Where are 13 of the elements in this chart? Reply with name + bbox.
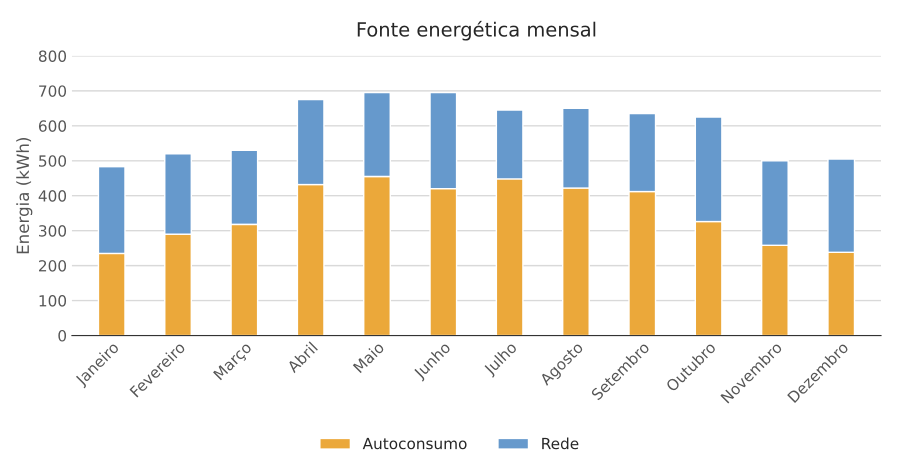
y-tick-label: 200 xyxy=(39,260,66,272)
y-tick-label: 500 xyxy=(39,155,66,167)
y-tick-label: 700 xyxy=(39,85,66,97)
y-tick-label: 400 xyxy=(38,190,66,202)
legend-label: Rede xyxy=(542,437,578,450)
y-tick-label: 100 xyxy=(40,295,66,307)
chart-title: Fonte energética mensal xyxy=(358,20,596,41)
y-tick-label: 300 xyxy=(39,225,66,237)
y-tick-label: 600 xyxy=(38,120,66,132)
y-axis-title: Energia (kWh) xyxy=(16,138,32,254)
y-tick-label: 0 xyxy=(58,330,66,342)
legend-label: Autoconsumo xyxy=(362,438,467,450)
y-tick-label: 800 xyxy=(38,50,66,62)
